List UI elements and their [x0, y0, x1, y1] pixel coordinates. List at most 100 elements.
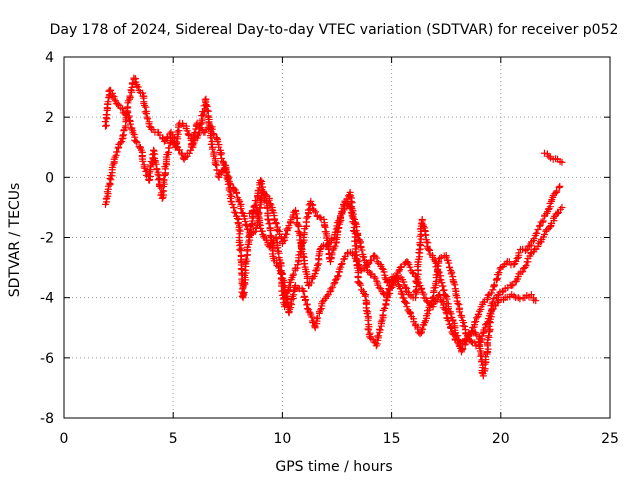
trace-a-point [104, 98, 112, 106]
trace-b-point [556, 182, 564, 190]
data-points [101, 74, 566, 380]
trace-b-point [515, 249, 523, 257]
trace-b-point [411, 287, 419, 295]
trace-a-point [309, 274, 317, 282]
trace-a-point [114, 100, 122, 108]
trace-a-point [126, 92, 134, 100]
trace-c-point [427, 299, 435, 307]
trace-a-point [554, 209, 562, 217]
trace-c-point [401, 298, 409, 306]
trace-b-point [438, 282, 446, 290]
trace-c-point [318, 298, 326, 306]
trace-a-point [530, 245, 538, 253]
trace-b-point [240, 289, 248, 297]
trace-b-point [124, 113, 132, 121]
trace-c-point [355, 261, 363, 269]
trace-b-point [336, 213, 344, 221]
trace-d-point [545, 152, 553, 160]
trace-c-point [334, 272, 342, 280]
trace-b-point [303, 214, 311, 222]
trace-b-point [174, 128, 182, 136]
trace-a-point [300, 260, 308, 268]
trace-b-point [420, 222, 428, 230]
trace-b-point [356, 279, 364, 287]
trace-b-point [495, 269, 503, 277]
trace-a-point [447, 324, 455, 332]
trace-c-point [324, 291, 332, 299]
trace-b-point [247, 228, 255, 236]
trace-a-point [237, 205, 245, 213]
trace-b-point [257, 176, 265, 184]
trace-a-point [540, 230, 548, 238]
trace-a-point [406, 263, 414, 271]
trace-b-point [126, 120, 134, 128]
trace-b-point [248, 220, 256, 228]
trace-c-point [258, 227, 266, 235]
trace-b-point [298, 239, 306, 247]
trace-b-point [235, 226, 243, 234]
trace-b-point [459, 345, 467, 353]
trace-a-point [110, 95, 118, 103]
axis-ticks [63, 56, 611, 419]
trace-a-point [307, 279, 315, 287]
trace-a-point [243, 222, 251, 230]
trace-a-point [542, 227, 550, 235]
x-tick-label: 0 [60, 431, 69, 447]
trace-c-point [445, 259, 453, 267]
trace-b-point [310, 206, 318, 214]
trace-b-point [139, 157, 147, 165]
trace-b-point [258, 186, 266, 194]
trace-a-point [295, 222, 303, 230]
trace-b-point [533, 229, 541, 237]
trace-b-point [349, 207, 357, 215]
trace-b-point [232, 209, 240, 217]
x-tick-label: 20 [492, 431, 510, 447]
trace-a-point [477, 351, 485, 359]
trace-b-point [364, 326, 372, 334]
trace-c-point [435, 257, 443, 265]
trace-c-point [272, 235, 280, 243]
trace-b-point [236, 230, 244, 238]
trace-a-point [558, 203, 566, 211]
trace-b-point [553, 187, 561, 195]
trace-c-point [303, 301, 311, 309]
trace-b-point [487, 289, 495, 297]
trace-b-point [253, 197, 261, 205]
trace-b-point [126, 117, 134, 125]
trace-b-point [203, 106, 211, 114]
trace-a-point [292, 210, 300, 218]
trace-b-point [160, 176, 168, 184]
trace-b-point [113, 148, 121, 156]
trace-c-point [338, 260, 346, 268]
trace-a-point [274, 227, 282, 235]
trace-b-point [196, 124, 204, 132]
trace-a-point [144, 115, 152, 123]
trace-b-point [265, 220, 273, 228]
trace-b-point [208, 145, 216, 153]
trace-b-point [526, 242, 534, 250]
trace-b-point [364, 316, 372, 324]
trace-b-point [513, 255, 521, 263]
trace-a-point [160, 137, 168, 145]
trace-b-point [236, 246, 244, 254]
trace-b-point [521, 247, 529, 255]
trace-c-point [446, 264, 454, 272]
trace-c-point [330, 280, 338, 288]
trace-c-point [367, 256, 375, 264]
trace-b-point [474, 310, 482, 318]
trace-b-point [490, 281, 498, 289]
trace-a-point [128, 79, 136, 87]
trace-a-point [140, 101, 148, 109]
trace-a-point [294, 221, 302, 229]
trace-b-point [361, 292, 369, 300]
y-tick-label: -2 [40, 231, 54, 247]
trace-b-point [377, 318, 385, 326]
trace-c-point [456, 308, 464, 316]
trace-b-point [116, 139, 124, 147]
trace-c-point [265, 243, 273, 251]
trace-a-point [508, 282, 516, 290]
trace-c-point [290, 287, 298, 295]
trace-a-point [280, 234, 288, 242]
trace-a-point [396, 264, 404, 272]
trace-b-point [242, 255, 250, 263]
